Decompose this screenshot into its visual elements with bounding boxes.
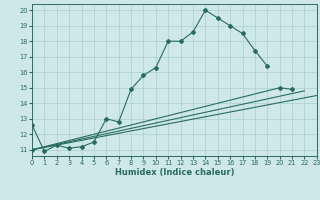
X-axis label: Humidex (Indice chaleur): Humidex (Indice chaleur) bbox=[115, 168, 234, 177]
